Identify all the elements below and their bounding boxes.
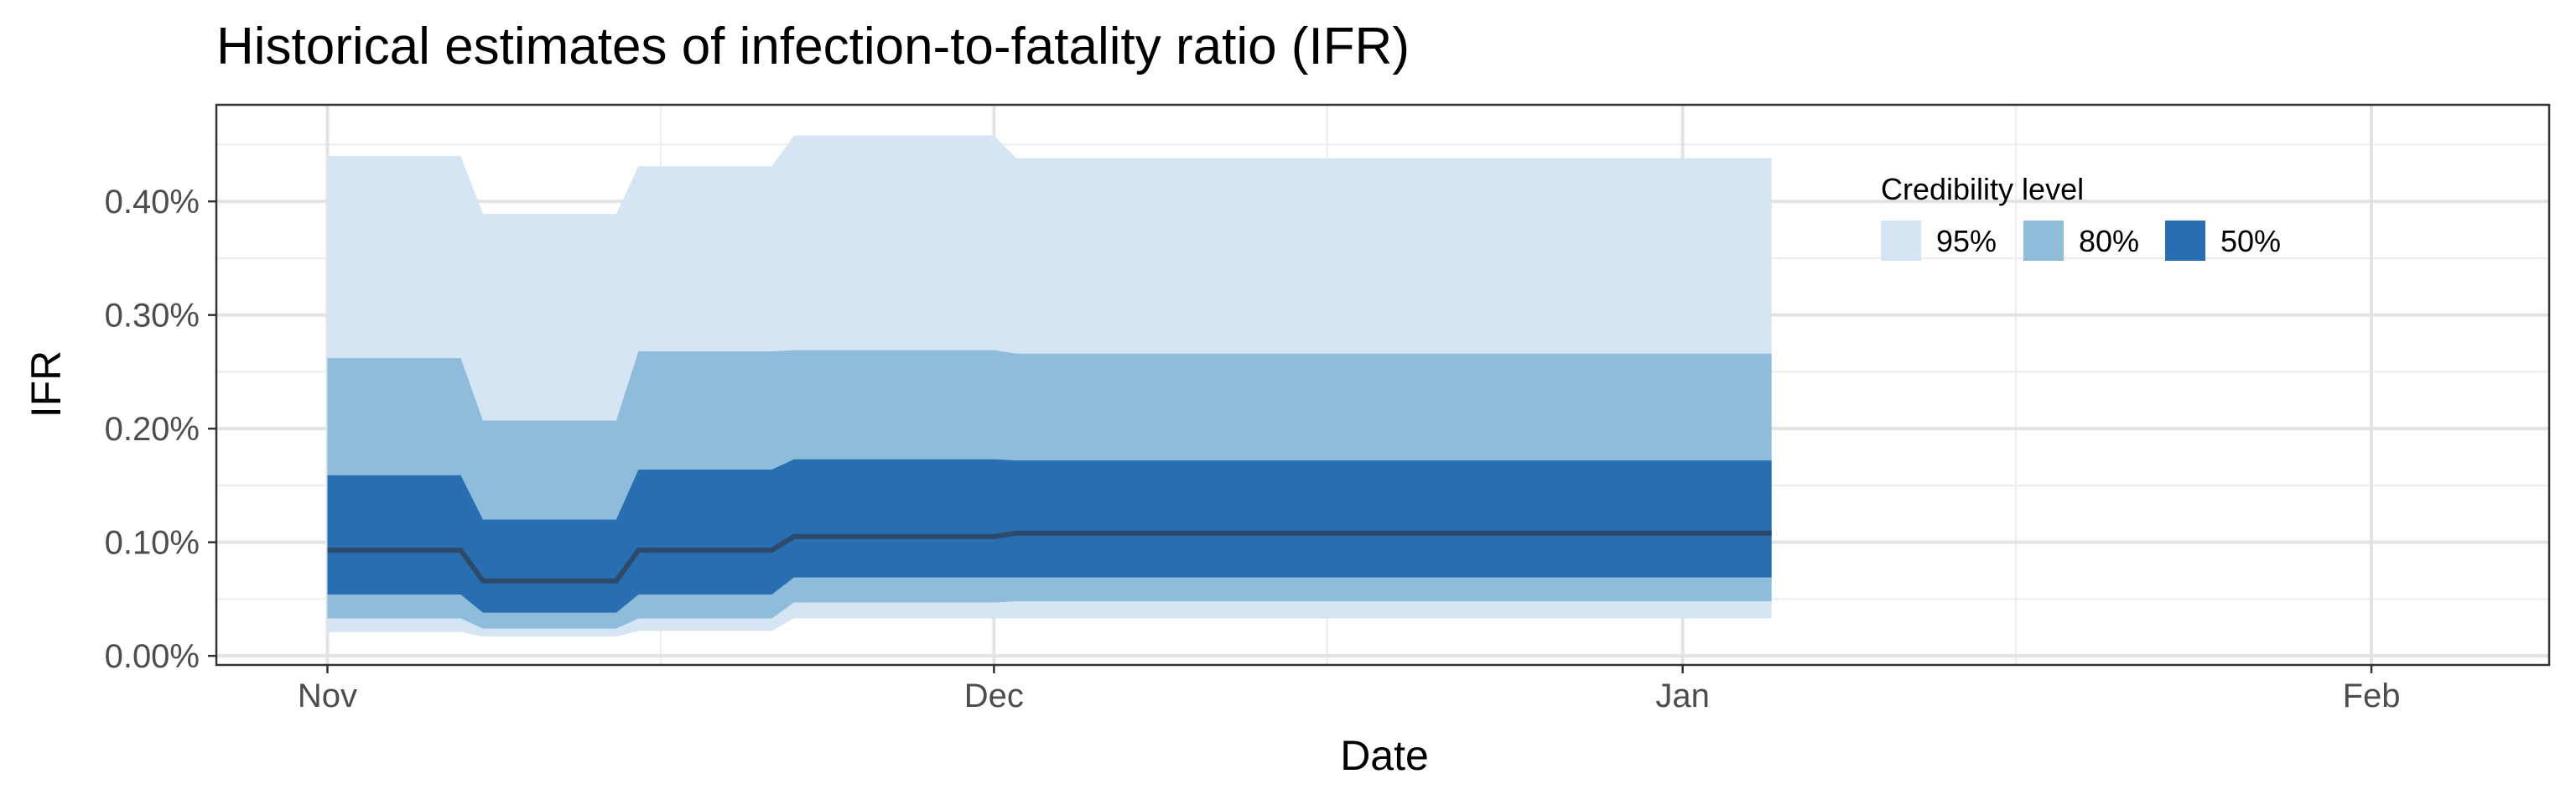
credibility-bands bbox=[327, 135, 1772, 637]
y-tick-label: 0.00% bbox=[105, 638, 200, 675]
y-tick-label: 0.30% bbox=[105, 298, 200, 335]
x-tick-label: Dec bbox=[964, 678, 1024, 714]
y-tick-label: 0.20% bbox=[105, 411, 200, 448]
panel-border bbox=[215, 103, 2551, 667]
chart-title: Historical estimates of infection-to-fat… bbox=[216, 18, 1410, 75]
x-axis: Nov Dec Jan Feb bbox=[298, 665, 2401, 714]
x-tick-label: Feb bbox=[2343, 678, 2401, 714]
y-axis: 0.00% 0.10% 0.20% 0.30% 0.40% bbox=[105, 184, 216, 675]
x-tick-label: Nov bbox=[298, 678, 357, 714]
legend: Credibility level 95% 80% 50% bbox=[1881, 172, 2281, 261]
legend-label: 80% bbox=[2079, 224, 2139, 258]
y-axis-title: IFR bbox=[23, 351, 70, 418]
band-50 bbox=[327, 459, 1772, 613]
legend-label: 95% bbox=[1936, 224, 1997, 258]
y-tick-label: 0.10% bbox=[105, 525, 200, 562]
median-line-group bbox=[327, 530, 1772, 584]
legend-swatch-95 bbox=[1881, 221, 1921, 261]
x-axis-title: Date bbox=[1340, 732, 1429, 779]
y-tick-label: 0.40% bbox=[105, 184, 200, 221]
legend-swatch-50 bbox=[2165, 221, 2205, 261]
median-line bbox=[327, 530, 1772, 584]
legend-swatch-80 bbox=[2023, 221, 2064, 261]
legend-label: 50% bbox=[2220, 224, 2281, 258]
legend-title: Credibility level bbox=[1881, 172, 2084, 206]
x-tick-label: Jan bbox=[1655, 678, 1710, 714]
